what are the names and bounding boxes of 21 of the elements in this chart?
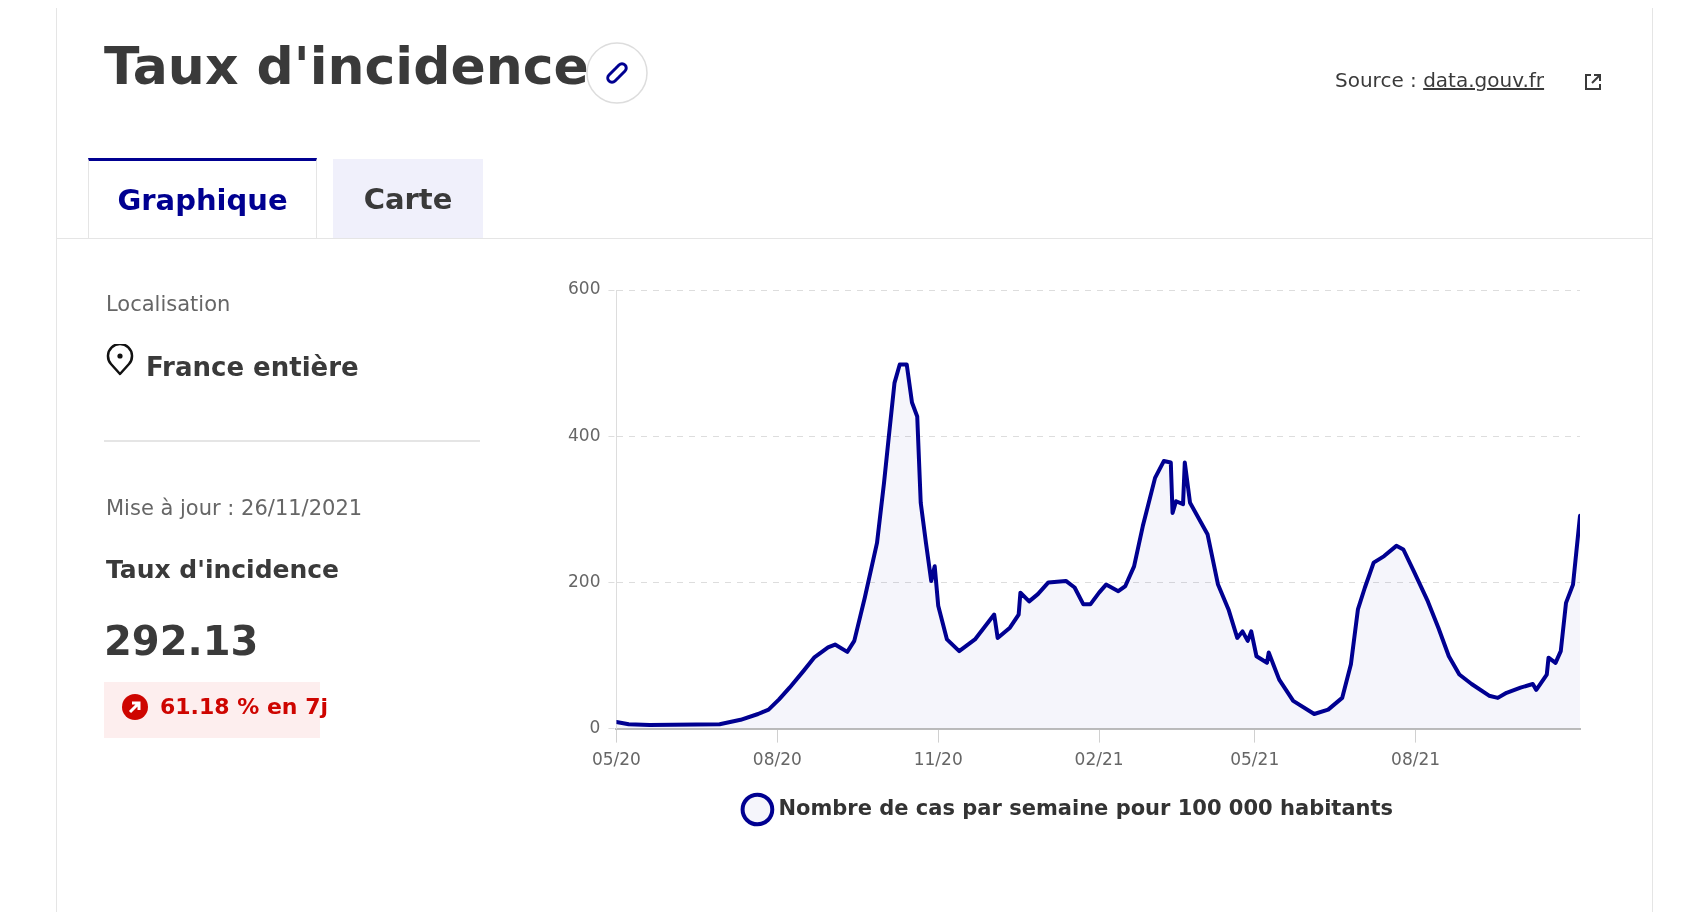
y-tick-label: 400	[567, 424, 601, 445]
x-tick-label: 05/21	[1230, 749, 1280, 770]
text: Graphique	[88, 158, 317, 238]
y-tick-label: 200	[567, 570, 601, 591]
y-tick-label: 0	[589, 717, 601, 738]
legend-label: Nombre de cas par semaine pour 100 000 habitants	[778, 795, 1394, 820]
text: Mise à jour : 26/11/2021	[106, 496, 363, 520]
x-tick-label: 05/20	[591, 749, 641, 770]
y-tick-label: 600	[567, 278, 601, 299]
text: Taux d'incidence	[106, 555, 340, 584]
text: 61.18 % en 7j	[160, 694, 329, 719]
chart-title: Taux d'incidence	[104, 36, 589, 96]
text: Localisation	[106, 292, 231, 316]
source-note: Source : data.gouv.fr	[1335, 68, 1545, 92]
x-tick-label: 08/20	[752, 749, 802, 770]
text: Carte	[333, 159, 483, 238]
text: 292.13	[104, 618, 259, 664]
x-tick-label: 08/21	[1391, 749, 1441, 770]
x-tick-label: 11/20	[913, 749, 963, 770]
x-tick-label: 02/21	[1074, 749, 1124, 770]
text: France entière	[146, 352, 359, 382]
